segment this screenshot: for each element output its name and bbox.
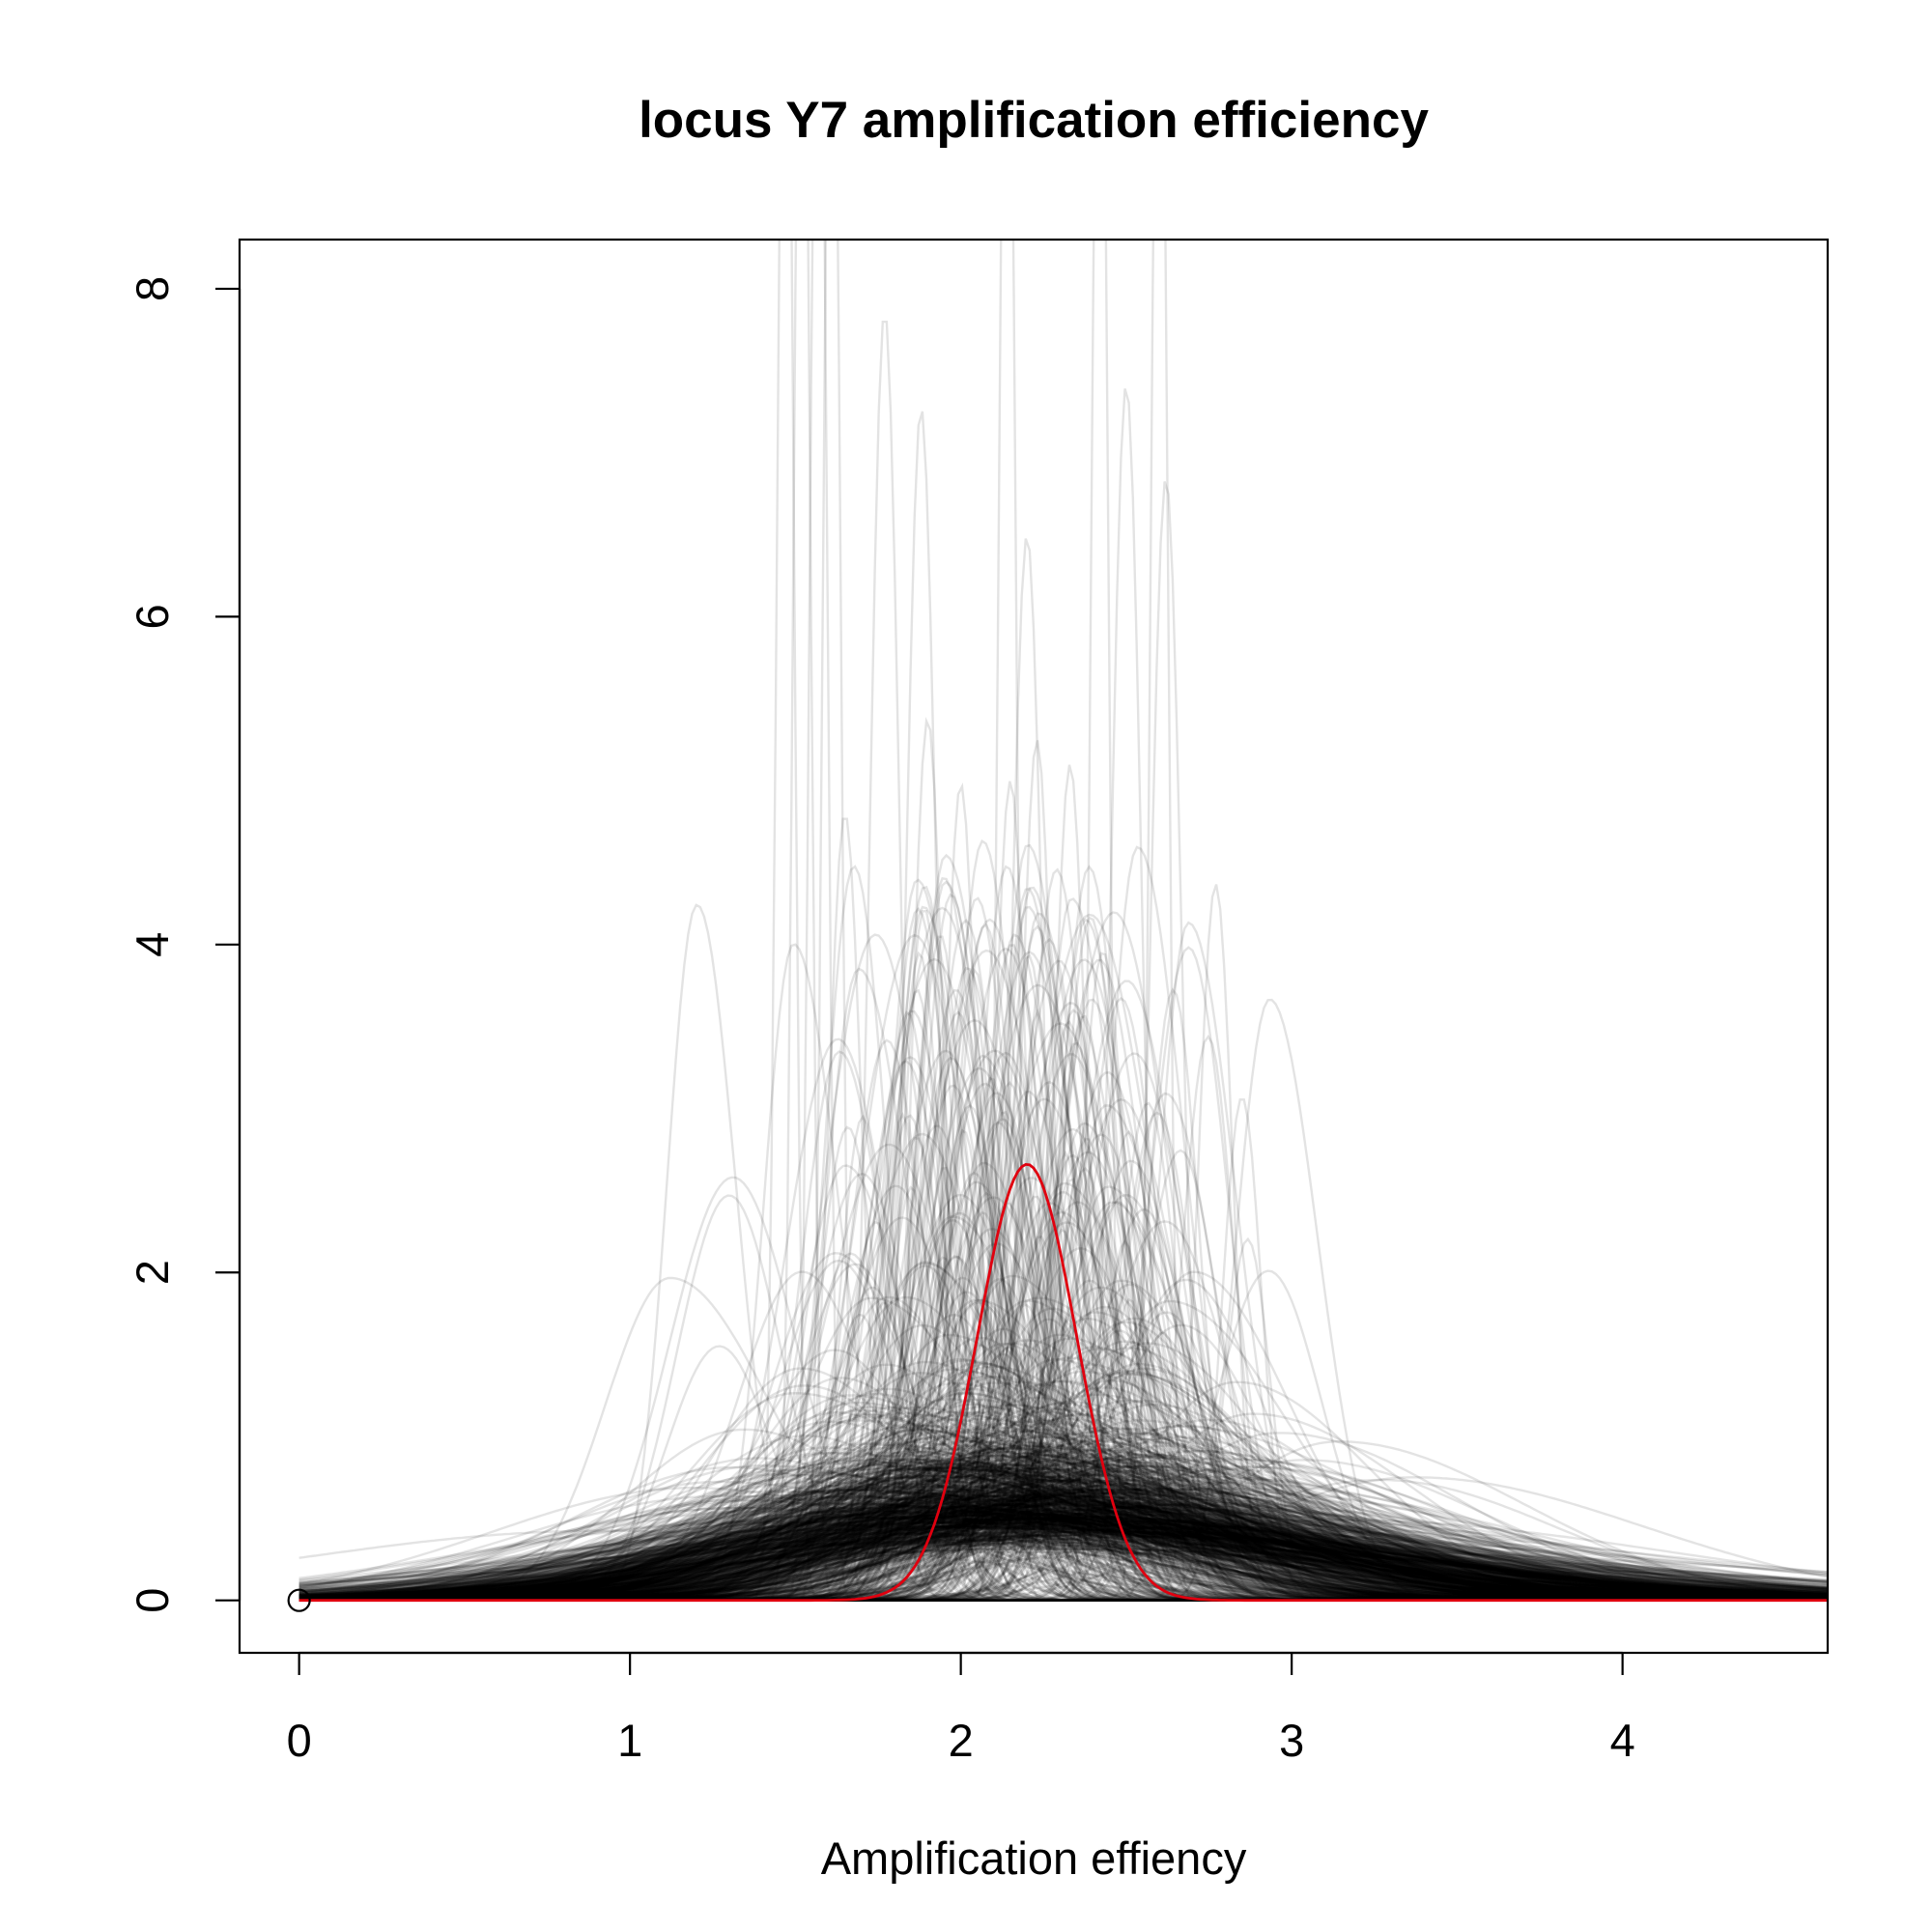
- x-axis: 0 1 2 3 4: [287, 1653, 1635, 1766]
- chart-title: locus Y7 amplification efficiency: [639, 92, 1429, 149]
- y-tick-label: 0: [127, 1588, 178, 1613]
- x-tick-label: 0: [287, 1715, 312, 1766]
- x-tick-label: 2: [949, 1715, 974, 1766]
- y-tick-label: 8: [127, 276, 178, 301]
- y-axis: 0 2 4 6 8: [127, 276, 240, 1613]
- y-tick-label: 6: [127, 604, 178, 629]
- x-tick-label: 3: [1279, 1715, 1304, 1766]
- y-tick-label: 4: [127, 932, 178, 957]
- x-tick-label: 1: [617, 1715, 642, 1766]
- y-tick-label: 2: [127, 1260, 178, 1285]
- x-axis-label: Amplification effiency: [821, 1833, 1247, 1884]
- x-tick-label: 4: [1610, 1715, 1635, 1766]
